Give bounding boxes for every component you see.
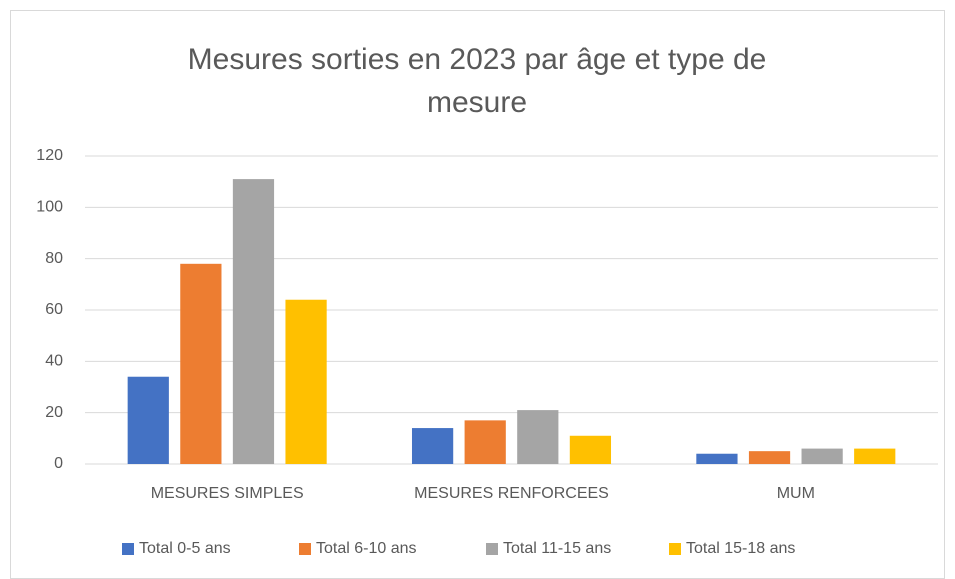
bar	[411, 428, 454, 464]
y-tick-label: 40	[45, 353, 63, 370]
y-tick-label: 100	[36, 199, 63, 216]
x-tick-label: MESURES SIMPLES	[151, 485, 304, 502]
legend-swatch	[299, 543, 311, 555]
bar	[517, 410, 559, 464]
bar	[180, 263, 222, 464]
x-tick-label: MESURES RENFORCEES	[414, 485, 609, 502]
bar	[127, 376, 169, 464]
x-tick-label: MUM	[777, 485, 815, 502]
legend-swatch	[486, 543, 498, 555]
y-tick-label: 60	[45, 301, 63, 318]
bar	[464, 420, 506, 464]
legend-swatch	[669, 543, 681, 555]
bar	[232, 179, 275, 464]
bar	[285, 299, 327, 464]
legend-swatch	[122, 543, 134, 555]
legend-label: Total 0-5 ans	[139, 540, 231, 557]
bar	[854, 448, 896, 464]
chart-title: Mesures sorties en 2023 par âge et type …	[187, 43, 767, 119]
bar	[801, 448, 843, 464]
bar	[569, 435, 612, 464]
legend-label: Total 15-18 ans	[686, 540, 795, 557]
y-tick-label: 20	[45, 404, 63, 421]
bar	[748, 451, 791, 464]
legend-label: Total 6-10 ans	[316, 540, 417, 557]
y-tick-label: 120	[36, 147, 63, 164]
y-tick-label: 80	[45, 250, 63, 267]
y-tick-label: 0	[54, 455, 63, 472]
legend-label: Total 11-15 ans	[503, 540, 611, 557]
bar	[696, 453, 738, 464]
